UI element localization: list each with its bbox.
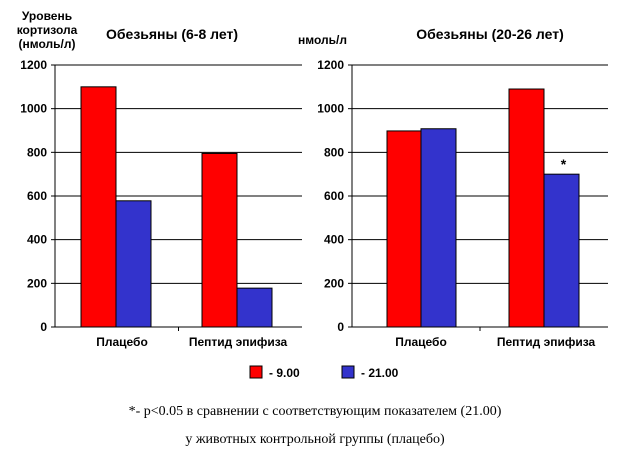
bar (201, 152, 238, 328)
footnote: *- p<0.05 в сравнении с соответствующим … (0, 398, 630, 454)
y-axis-label: (нмоль/л) (19, 37, 76, 51)
footnote-line-1: *- p<0.05 в сравнении с соответствующим … (128, 404, 502, 419)
bar (543, 173, 580, 328)
bar (420, 128, 457, 328)
x-tick-label: Пептид эпифиза (497, 335, 596, 349)
y-tick-label: 1200 (20, 58, 47, 72)
y-tick-label: 1000 (317, 102, 344, 116)
chart-title: Обезьяны (6-8 лет) (106, 26, 238, 42)
y-tick-label: 800 (324, 145, 344, 159)
y-tick-label: 1200 (317, 58, 344, 72)
y-tick-label: 200 (27, 276, 47, 290)
bar (508, 88, 545, 328)
y-axis-label: нмоль/л (298, 33, 347, 47)
legend-label: - 21.00 (361, 366, 399, 380)
y-tick-label: 0 (337, 320, 344, 334)
legend-swatch (341, 365, 355, 379)
y-axis-label: Уровень (22, 9, 72, 23)
legend-label: - 9.00 (269, 366, 300, 380)
chart-title: Обезьяны (20-26 лет) (416, 26, 564, 42)
legend-swatch (249, 365, 263, 379)
bar (115, 200, 152, 328)
x-tick-label: Пептид эпифиза (189, 335, 288, 349)
bar (236, 287, 273, 328)
y-tick-label: 400 (27, 233, 47, 247)
y-tick-label: 400 (324, 233, 344, 247)
x-tick-label: Плацебо (395, 335, 447, 349)
y-tick-label: 0 (40, 320, 47, 334)
y-axis-label: кортизола (17, 23, 78, 37)
y-tick-label: 800 (27, 145, 47, 159)
y-tick-label: 600 (324, 189, 344, 203)
bar (80, 86, 117, 328)
footnote-line-2: у животных контрольной группы (плацебо) (185, 432, 445, 447)
significance-mark: * (561, 156, 567, 172)
y-tick-label: 600 (27, 189, 47, 203)
y-tick-label: 200 (324, 276, 344, 290)
y-tick-label: 1000 (20, 102, 47, 116)
x-tick-label: Плацебо (96, 335, 148, 349)
bar (386, 130, 423, 328)
